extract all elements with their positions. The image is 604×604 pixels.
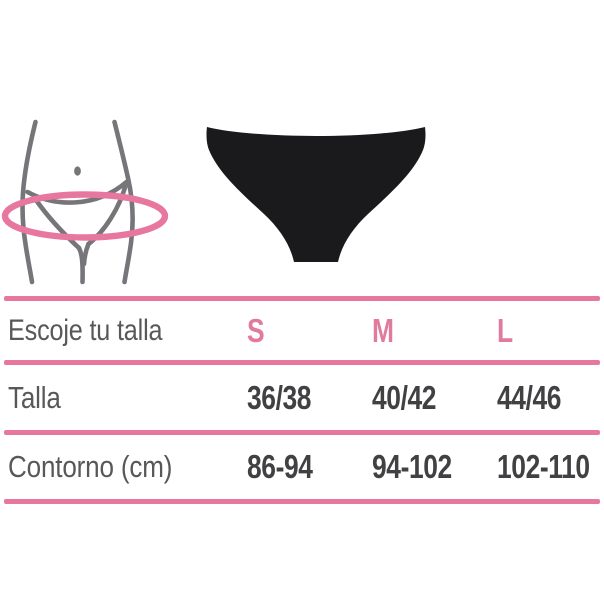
size-header-m[interactable]: M <box>372 311 394 349</box>
table-rule-under-talla <box>4 430 600 435</box>
panty-brief-silhouette-icon <box>206 127 426 262</box>
contorno-value-m: 94-102 <box>372 448 452 485</box>
talla-value-m: 40/42 <box>372 378 437 416</box>
size-header-l[interactable]: L <box>497 311 514 349</box>
table-rule-bottom <box>4 499 600 504</box>
table-row-talla: Talla 36/38 40/42 44/46 <box>0 365 604 430</box>
talla-value-l: 44/46 <box>497 378 562 416</box>
contorno-value-s: 86-94 <box>247 448 313 485</box>
female-torso-with-hip-measure-band-icon <box>1 119 169 285</box>
row-label-escoje-tu-talla: Escoje tu talla <box>8 313 163 347</box>
talla-value-s: 36/38 <box>247 378 312 416</box>
table-row-contorno: Contorno (cm) 86-94 94-102 102-110 <box>0 435 604 499</box>
row-label-contorno: Contorno (cm) <box>8 449 173 484</box>
contorno-value-l: 102-110 <box>497 448 590 485</box>
row-label-talla: Talla <box>8 379 61 415</box>
illustration-band <box>0 0 604 292</box>
navel-dot <box>74 166 81 176</box>
table-rule-top <box>4 296 600 301</box>
table-rule-under-header <box>4 360 600 365</box>
table-row-header: Escoje tu talla S M L <box>0 301 604 360</box>
size-header-s[interactable]: S <box>247 311 265 349</box>
size-table: Escoje tu talla S M L Talla 36/38 40/42 … <box>0 296 604 508</box>
hip-measure-band <box>1 191 169 241</box>
